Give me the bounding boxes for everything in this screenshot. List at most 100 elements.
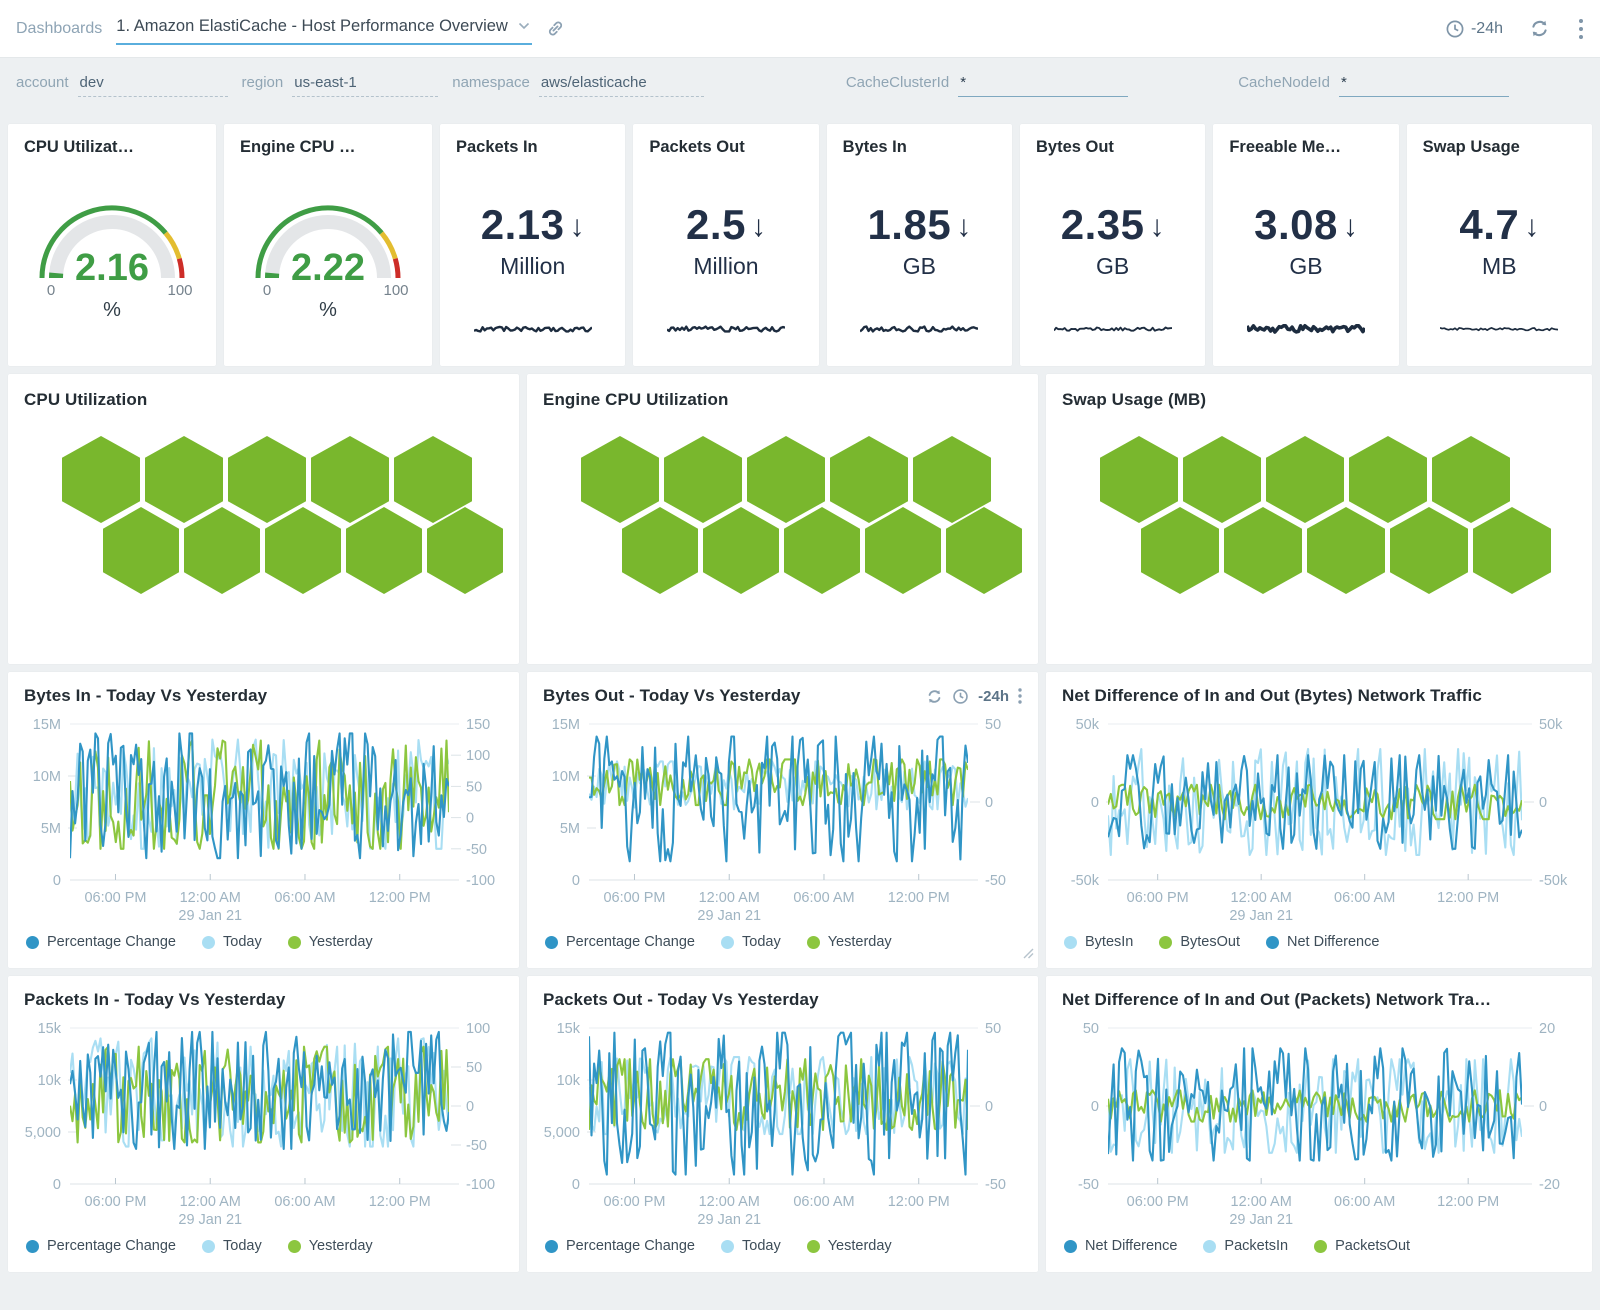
hexagon-node[interactable]: [622, 507, 698, 594]
card-cpu-utilization-gauge[interactable]: CPU Utilizat… 2.16 0 100 %: [8, 124, 216, 366]
hexagon-node[interactable]: [103, 507, 179, 594]
panel-swap-usage-honeycomb[interactable]: Swap Usage (MB): [1046, 374, 1592, 664]
hexagon-node[interactable]: [784, 507, 860, 594]
legend-item[interactable]: Percentage Change: [545, 1238, 695, 1254]
hexagon-node[interactable]: [145, 436, 223, 523]
dashboard-title-selector[interactable]: 1. Amazon ElastiCache - Host Performance…: [116, 13, 532, 45]
resize-handle-icon[interactable]: [1023, 946, 1034, 964]
legend-item[interactable]: Yesterday: [287, 934, 373, 950]
panel-bytes-out-chart[interactable]: Bytes Out - Today Vs Yesterday -24h: [527, 672, 1038, 968]
line-chart[interactable]: 15M 10M 5M 0 150 100 50 0 -50 -100 06:00 PM 12:00 A…: [24, 710, 503, 928]
svg-text:-50: -50: [985, 1177, 1006, 1193]
hexagon-node[interactable]: [184, 507, 260, 594]
card-packets-in[interactable]: Packets In 2.13 ↓ Million: [440, 124, 626, 366]
panel-engine-cpu-honeycomb[interactable]: Engine CPU Utilization: [527, 374, 1038, 664]
card-bytes-out[interactable]: Bytes Out 2.35 ↓ GB: [1019, 124, 1206, 366]
filter-value-account[interactable]: dev: [77, 74, 228, 97]
line-chart[interactable]: 50k 0 -50k 50k 0 -50k 06:00 PM 12:00 AM 29 Jan 2…: [1062, 710, 1576, 928]
legend-item[interactable]: PacketsIn: [1203, 1238, 1288, 1254]
filter-cache-node-id: CacheNodeId *: [1238, 74, 1509, 97]
stat-value-row: 2.13 ↓: [456, 201, 609, 249]
legend-item[interactable]: Today: [721, 1238, 781, 1254]
hexagon-node[interactable]: [427, 507, 503, 594]
panel-bytes-in-chart[interactable]: Bytes In - Today Vs Yesterday 15M 10M 5M 0 1…: [8, 672, 519, 968]
hexagon-node[interactable]: [394, 436, 472, 523]
legend-item[interactable]: PacketsOut: [1314, 1238, 1410, 1254]
hexagon-node[interactable]: [747, 436, 825, 523]
line-chart[interactable]: 15k 10k 5,000 0 100 50 0 -50 -100 06:00 PM 12:00 A…: [24, 1014, 503, 1232]
hexagon-node[interactable]: [1473, 507, 1551, 594]
card-title: Bytes Out: [1035, 138, 1114, 156]
clock-icon[interactable]: [1445, 19, 1465, 39]
hexagon-node[interactable]: [1141, 507, 1219, 594]
hexagon-node[interactable]: [913, 436, 991, 523]
filter-value-cache-cluster-id[interactable]: *: [958, 74, 1129, 97]
line-chart[interactable]: 15M 10M 5M 0 50 0 -50 06:00 PM 12:00 AM 29 Jan 21…: [543, 710, 1022, 928]
panel-time-range[interactable]: -24h: [978, 687, 1009, 705]
panel-net-diff-bytes-chart[interactable]: Net Difference of In and Out (Bytes) Net…: [1046, 672, 1592, 968]
card-packets-out[interactable]: Packets Out 2.5 ↓ Million: [633, 124, 819, 366]
line-chart[interactable]: 15k 10k 5,000 0 50 0 -50 06:00 PM 12:00 AM 29 Jan…: [543, 1014, 1022, 1232]
refresh-icon[interactable]: [926, 688, 943, 705]
hexagon-node[interactable]: [311, 436, 389, 523]
legend-item[interactable]: Today: [202, 1238, 262, 1254]
hexagon-node[interactable]: [703, 507, 779, 594]
legend-label: Net Difference: [1085, 1238, 1178, 1254]
card-freeable-memory[interactable]: Freeable Me… 3.08 ↓ GB: [1213, 124, 1399, 366]
link-icon[interactable]: [546, 19, 565, 38]
filter-value-namespace[interactable]: aws/elasticache: [538, 74, 704, 97]
hexagon-node[interactable]: [1224, 507, 1302, 594]
filter-value-cache-node-id[interactable]: *: [1338, 74, 1509, 97]
hexagon-node[interactable]: [346, 507, 422, 594]
legend-item[interactable]: Yesterday: [806, 1238, 892, 1254]
svg-text:-50: -50: [985, 873, 1006, 889]
time-range-label[interactable]: -24h: [1470, 19, 1503, 37]
legend-item[interactable]: Net Difference: [1064, 1238, 1177, 1254]
legend-item[interactable]: Yesterday: [287, 1238, 373, 1254]
hexagon-node[interactable]: [1266, 436, 1344, 523]
legend-item[interactable]: Net Difference: [1266, 934, 1379, 950]
svg-text:50: 50: [1083, 1021, 1099, 1037]
legend-item[interactable]: Percentage Change: [545, 934, 695, 950]
legend-item[interactable]: Percentage Change: [26, 934, 176, 950]
hexagon-node[interactable]: [1183, 436, 1261, 523]
svg-text:12:00 AM: 12:00 AM: [1231, 1194, 1292, 1210]
clock-icon[interactable]: [952, 688, 969, 705]
hexagon-node[interactable]: [228, 436, 306, 523]
legend-item[interactable]: Today: [721, 934, 781, 950]
legend-item[interactable]: Yesterday: [806, 934, 892, 950]
hexagon-node[interactable]: [1349, 436, 1427, 523]
hexagon-node[interactable]: [581, 436, 659, 523]
hexagon-node[interactable]: [1307, 507, 1385, 594]
panel-packets-in-chart[interactable]: Packets In - Today Vs Yesterday 15k 10k 5,…: [8, 976, 519, 1272]
filter-value-region[interactable]: us-east-1: [292, 74, 439, 97]
panel-net-diff-packets-chart[interactable]: Net Difference of In and Out (Packets) N…: [1046, 976, 1592, 1272]
hexagon-node[interactable]: [830, 436, 908, 523]
hexagon-node[interactable]: [946, 507, 1022, 594]
refresh-icon[interactable]: [1529, 18, 1550, 39]
card-swap-usage[interactable]: Swap Usage 4.7 ↓ MB: [1406, 124, 1592, 366]
legend-label: BytesOut: [1180, 934, 1240, 950]
hexagon-node[interactable]: [1100, 436, 1178, 523]
card-title: Swap Usage: [1422, 138, 1520, 156]
panel-packets-out-chart[interactable]: Packets Out - Today Vs Yesterday 15k 10k 5…: [527, 976, 1038, 1272]
kebab-menu-icon[interactable]: [1018, 688, 1022, 704]
legend-item[interactable]: Percentage Change: [26, 1238, 176, 1254]
hexagon-node[interactable]: [865, 507, 941, 594]
panel-cpu-utilization-honeycomb[interactable]: CPU Utilization: [8, 374, 519, 664]
svg-text:10k: 10k: [38, 1073, 62, 1089]
hexagon-node[interactable]: [62, 436, 140, 523]
card-bytes-in[interactable]: Bytes In 1.85 ↓ GB: [826, 124, 1012, 366]
svg-text:06:00 PM: 06:00 PM: [84, 1194, 146, 1210]
legend-item[interactable]: BytesOut: [1159, 934, 1240, 950]
card-engine-cpu-gauge[interactable]: Engine CPU … 2.22 0 100 %: [224, 124, 432, 366]
hexagon-node[interactable]: [1390, 507, 1468, 594]
legend-item[interactable]: Today: [202, 934, 262, 950]
hexagon-node[interactable]: [265, 507, 341, 594]
line-chart[interactable]: 50 0 -50 20 0 -20 06:00 PM 12:00 AM 29 Jan 21 06:…: [1062, 1014, 1576, 1232]
hexagon-node[interactable]: [1432, 436, 1510, 523]
breadcrumb[interactable]: Dashboards: [16, 19, 103, 37]
hexagon-node[interactable]: [664, 436, 742, 523]
kebab-menu-icon[interactable]: [1578, 18, 1584, 40]
legend-item[interactable]: BytesIn: [1064, 934, 1133, 950]
